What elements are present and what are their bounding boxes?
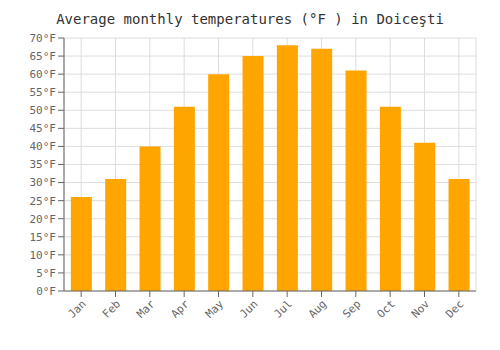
svg-text:25°F: 25°F (30, 195, 57, 208)
svg-text:10°F: 10°F (30, 249, 57, 262)
svg-text:55°F: 55°F (30, 86, 57, 99)
svg-text:35°F: 35°F (30, 158, 57, 171)
svg-text:Dec: Dec (443, 297, 466, 320)
svg-text:Feb: Feb (100, 297, 123, 320)
svg-text:Jan: Jan (66, 297, 89, 320)
svg-text:70°F: 70°F (30, 32, 57, 45)
svg-text:40°F: 40°F (30, 140, 57, 153)
svg-text:15°F: 15°F (30, 231, 57, 244)
html-text:Average monthly temperatures (: Average monthly temperatures (°F ) in Do… (56, 11, 444, 27)
svg-text:Sep: Sep (340, 297, 363, 320)
svg-text:20°F: 20°F (30, 213, 57, 226)
svg-text:Mar: Mar (134, 297, 158, 321)
svg-text:50°F: 50°F (30, 104, 57, 117)
svg-text:Nov: Nov (409, 297, 433, 321)
svg-text:Aug: Aug (306, 297, 329, 320)
svg-text:0°F: 0°F (36, 285, 56, 298)
svg-text:5°F: 5°F (36, 267, 56, 280)
svg-text:45°F: 45°F (30, 122, 57, 135)
svg-text:Jun: Jun (237, 297, 260, 320)
svg-text:Jul: Jul (272, 297, 295, 320)
svg-text:60°F: 60°F (30, 68, 57, 81)
svg-text:Oct: Oct (375, 297, 398, 320)
svg-text:May: May (203, 297, 227, 321)
svg-text:30°F: 30°F (30, 176, 57, 189)
svg-text:65°F: 65°F (30, 50, 57, 63)
svg-text:Apr: Apr (169, 297, 193, 321)
